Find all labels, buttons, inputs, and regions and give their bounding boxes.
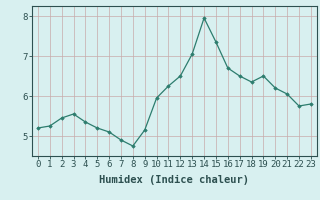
X-axis label: Humidex (Indice chaleur): Humidex (Indice chaleur) (100, 175, 249, 185)
